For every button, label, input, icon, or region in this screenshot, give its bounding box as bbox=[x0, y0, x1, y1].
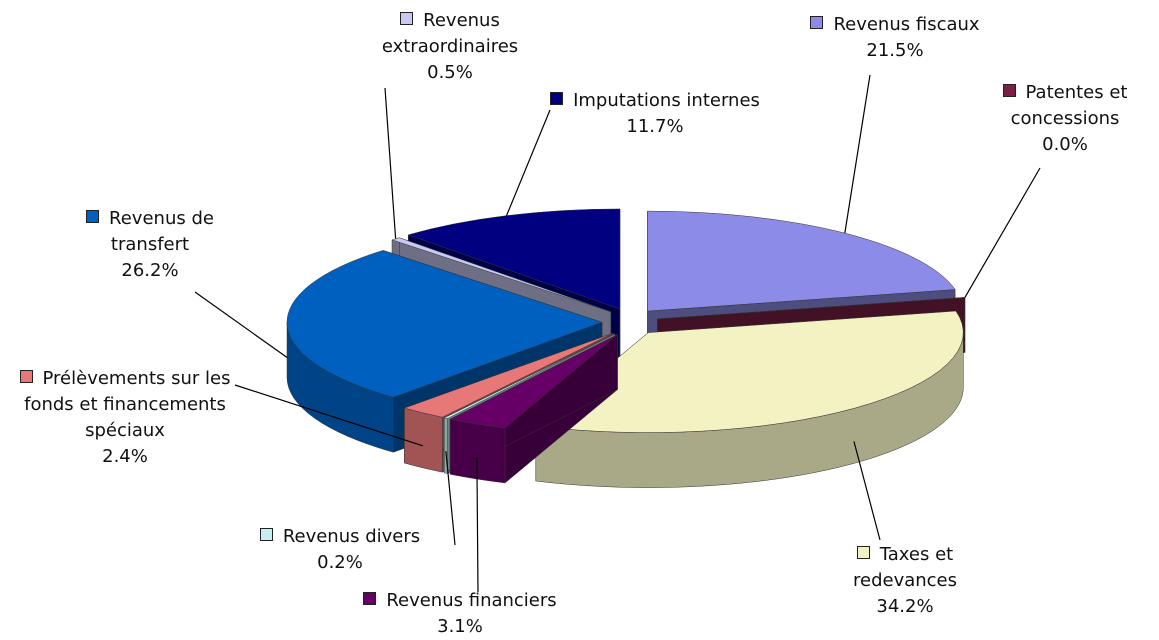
category-name: Prélèvements sur les fonds et financemen… bbox=[24, 368, 231, 441]
value-label: 3.1% bbox=[437, 616, 483, 637]
slice-top bbox=[443, 333, 616, 419]
slice-label: Prélèvements sur les fonds et financemen… bbox=[5, 366, 245, 470]
leader-line bbox=[964, 167, 1041, 298]
value-label: 0.5% bbox=[427, 62, 473, 83]
category-name: Patentes et concessions bbox=[1010, 82, 1128, 129]
category-name: Imputations internes bbox=[573, 90, 760, 111]
legend-swatch bbox=[259, 528, 273, 541]
slice-label: Revenus financiers 3.1% bbox=[320, 588, 600, 640]
leader-line bbox=[853, 441, 881, 541]
category-name: Revenus extraordinaires bbox=[381, 10, 519, 57]
category-name: Revenus financiers bbox=[386, 590, 557, 611]
value-label: 26.2% bbox=[121, 260, 179, 281]
slice-top bbox=[391, 237, 611, 313]
value-label: 21.5% bbox=[866, 40, 924, 61]
slice-label: Revenus de transfert 26.2% bbox=[50, 206, 250, 284]
slice-label: Patentes et concessions 0.0% bbox=[970, 80, 1159, 158]
legend-swatch bbox=[550, 92, 564, 105]
legend-swatch bbox=[363, 592, 377, 605]
slice-label: Imputations internes 11.7% bbox=[545, 88, 765, 140]
leader-line bbox=[194, 291, 288, 359]
slice-top bbox=[535, 310, 964, 433]
slice-label: Revenus divers 0.2% bbox=[220, 524, 460, 576]
legend-swatch bbox=[810, 16, 824, 29]
leader-line bbox=[384, 87, 397, 239]
value-label: 0.0% bbox=[1042, 134, 1088, 155]
slice-top bbox=[403, 332, 614, 418]
value-label: 0.2% bbox=[317, 552, 363, 573]
slice-label: Revenus fiscaux 21.5% bbox=[765, 12, 1025, 64]
leader-line bbox=[476, 457, 479, 593]
legend-swatch bbox=[400, 12, 414, 25]
category-name: Revenus fiscaux bbox=[833, 14, 980, 35]
category-name: Revenus divers bbox=[282, 526, 421, 547]
category-name: Revenus de transfert bbox=[109, 208, 214, 255]
legend-swatch bbox=[86, 210, 100, 223]
leader-line bbox=[445, 451, 456, 546]
leader-line bbox=[844, 74, 871, 234]
pie-slice bbox=[449, 333, 618, 484]
slice-top bbox=[286, 250, 603, 398]
value-label: 34.2% bbox=[876, 596, 934, 617]
slice-top bbox=[407, 208, 621, 310]
legend-swatch bbox=[1002, 84, 1016, 97]
slice-top bbox=[449, 334, 618, 429]
value-label: 2.4% bbox=[102, 446, 148, 467]
leader-line bbox=[234, 384, 424, 447]
slice-side bbox=[404, 407, 443, 473]
slice-top bbox=[647, 210, 956, 312]
slice-label: Taxes et redevances 34.2% bbox=[810, 542, 1000, 620]
value-label: 11.7% bbox=[626, 116, 684, 137]
leader-line bbox=[505, 109, 551, 216]
slice-label: Revenus extraordinaires 0.5% bbox=[340, 8, 560, 86]
legend-swatch bbox=[19, 370, 33, 383]
legend-swatch bbox=[856, 546, 870, 559]
category-name: Taxes et redevances bbox=[852, 544, 958, 591]
